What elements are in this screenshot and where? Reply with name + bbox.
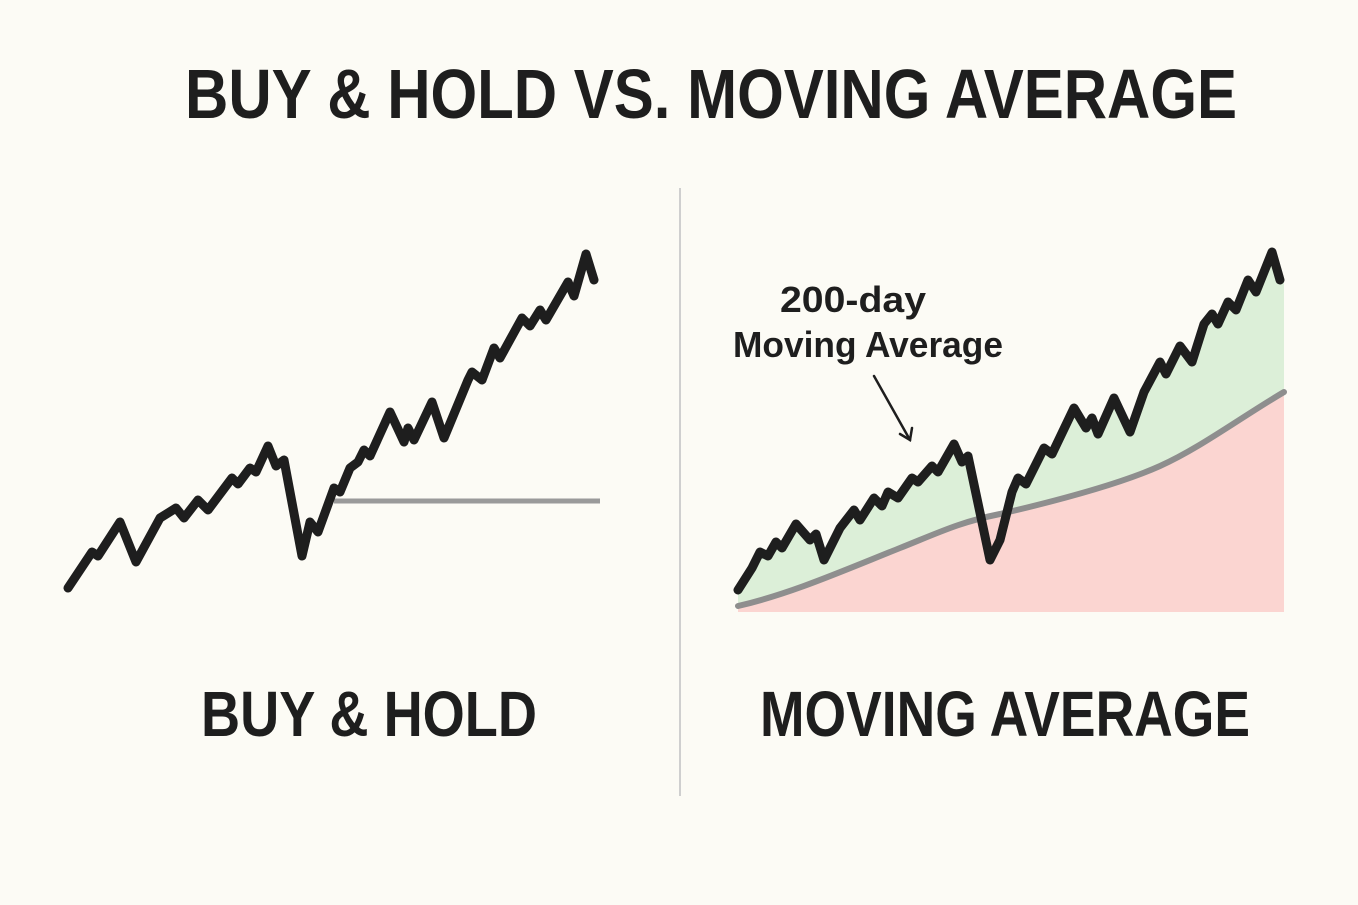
price-line: [733, 247, 1285, 595]
below-area: [738, 392, 1284, 612]
panel-label: BUY & HOLD: [201, 678, 537, 750]
title: BUY & HOLD VS. MOVING AVERAGE: [185, 55, 1237, 133]
price-line: [63, 249, 599, 593]
annotation-arrow: [872, 374, 914, 443]
panel-label: MOVING AVERAGE: [760, 678, 1250, 750]
annotation-line: 200-day: [780, 279, 926, 320]
moving-average-line: [735, 389, 1287, 609]
annotation-line: Moving Average: [733, 324, 1003, 365]
